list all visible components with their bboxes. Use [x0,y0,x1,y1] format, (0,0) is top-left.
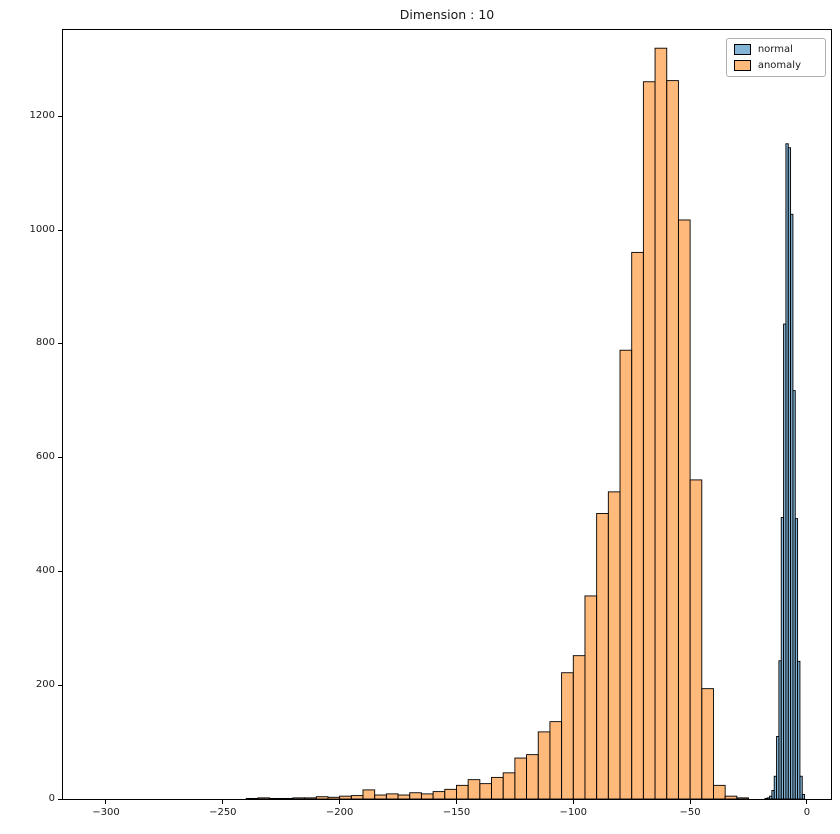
y-tick-mark [58,457,62,459]
hist-bar-anomaly [304,797,317,799]
hist-bar-anomaly [456,784,469,799]
hist-bar-anomaly [327,796,341,799]
histogram-bars [245,47,806,799]
hist-bar-anomaly [362,789,376,799]
hist-bar-anomaly [257,797,270,799]
hist-bar-anomaly [549,721,563,799]
hist-bar-anomaly [642,81,656,799]
x-tick-mark [222,800,224,804]
hist-bar-normal [799,775,803,799]
hist-bar-anomaly [397,794,411,799]
hist-bar-anomaly [374,794,387,799]
x-tick-mark [572,800,574,804]
legend: normal anomaly [725,38,826,77]
x-tick-label: −300 [92,807,120,818]
hist-bar-anomaly [701,688,714,799]
hist-bar-anomaly [432,791,446,799]
y-tick-mark [58,115,62,117]
hist-bar-anomaly [631,251,644,799]
y-tick-mark [58,229,62,231]
hist-bar-anomaly [596,513,609,799]
hist-bar-anomaly [677,219,691,799]
hist-bar-anomaly [409,792,422,799]
hist-bar-anomaly [245,797,259,799]
x-tick-mark [806,800,808,804]
hist-bar-anomaly [444,788,457,799]
hist-bar-anomaly [491,776,504,799]
x-tick-label: −250 [209,807,237,818]
chart-title: Dimension : 10 [399,7,495,22]
y-tick-label: 600 [35,451,55,463]
legend-item-anomaly: anomaly [733,60,817,71]
hist-bar-normal [794,518,799,799]
hist-bar-anomaly [420,793,434,799]
hist-bar-anomaly [339,795,352,799]
hist-bar-anomaly [724,795,738,799]
hist-bar-anomaly [736,797,749,799]
hist-bar-anomaly [502,772,516,799]
hist-bar-normal [801,794,806,799]
hist-bar-anomaly [666,80,679,799]
hist-bar-anomaly [561,672,574,799]
legend-item-normal: normal [733,44,817,55]
hist-bar-anomaly [350,795,364,799]
x-tick-mark [339,800,341,804]
y-tick-label: 200 [35,678,55,690]
y-tick-mark [58,684,62,686]
hist-bar-anomaly [292,797,306,799]
hist-bar-anomaly [619,349,633,799]
y-tick-mark [58,798,62,800]
hist-bar-anomaly [713,784,726,799]
hist-bar-anomaly [479,783,492,799]
y-tick-label: 0 [48,792,55,804]
y-tick-mark [58,343,62,345]
x-tick-mark [455,800,457,804]
hist-bar-anomaly [572,655,586,799]
hist-bar-anomaly [654,47,668,799]
x-tick-label: 0 [803,807,811,818]
y-tick-mark [58,570,62,572]
x-tick-mark [689,800,691,804]
y-tick-label: 1200 [29,109,55,121]
series-normal [764,143,806,799]
legend-label-normal: normal [757,44,793,55]
hist-bar-anomaly [537,731,551,799]
hist-bar-anomaly [526,754,539,799]
y-tick-label: 400 [35,564,55,576]
hist-bar-anomaly [467,779,481,799]
hist-bar-anomaly [315,796,329,799]
hist-bar-anomaly [280,797,294,799]
hist-bar-anomaly [607,491,621,799]
x-tick-label: −50 [679,807,701,818]
normal-swatch-icon [733,44,751,55]
series-anomaly [245,47,749,799]
hist-bar-anomaly [514,757,527,799]
y-tick-label: 800 [35,337,55,349]
legend-label-anomaly: anomaly [757,60,801,71]
x-tick-mark [105,800,107,804]
x-tick-label: −200 [325,807,354,818]
anomaly-swatch-icon [733,60,751,71]
hist-bar-anomaly [689,479,703,799]
x-tick-label: −100 [559,807,588,818]
hist-bar-anomaly [385,793,399,799]
hist-bar-anomaly [584,595,598,799]
x-tick-label: −150 [442,807,471,818]
plot-area: normal anomaly [62,29,832,800]
hist-bar-anomaly [269,797,282,799]
y-tick-label: 1000 [29,223,55,235]
